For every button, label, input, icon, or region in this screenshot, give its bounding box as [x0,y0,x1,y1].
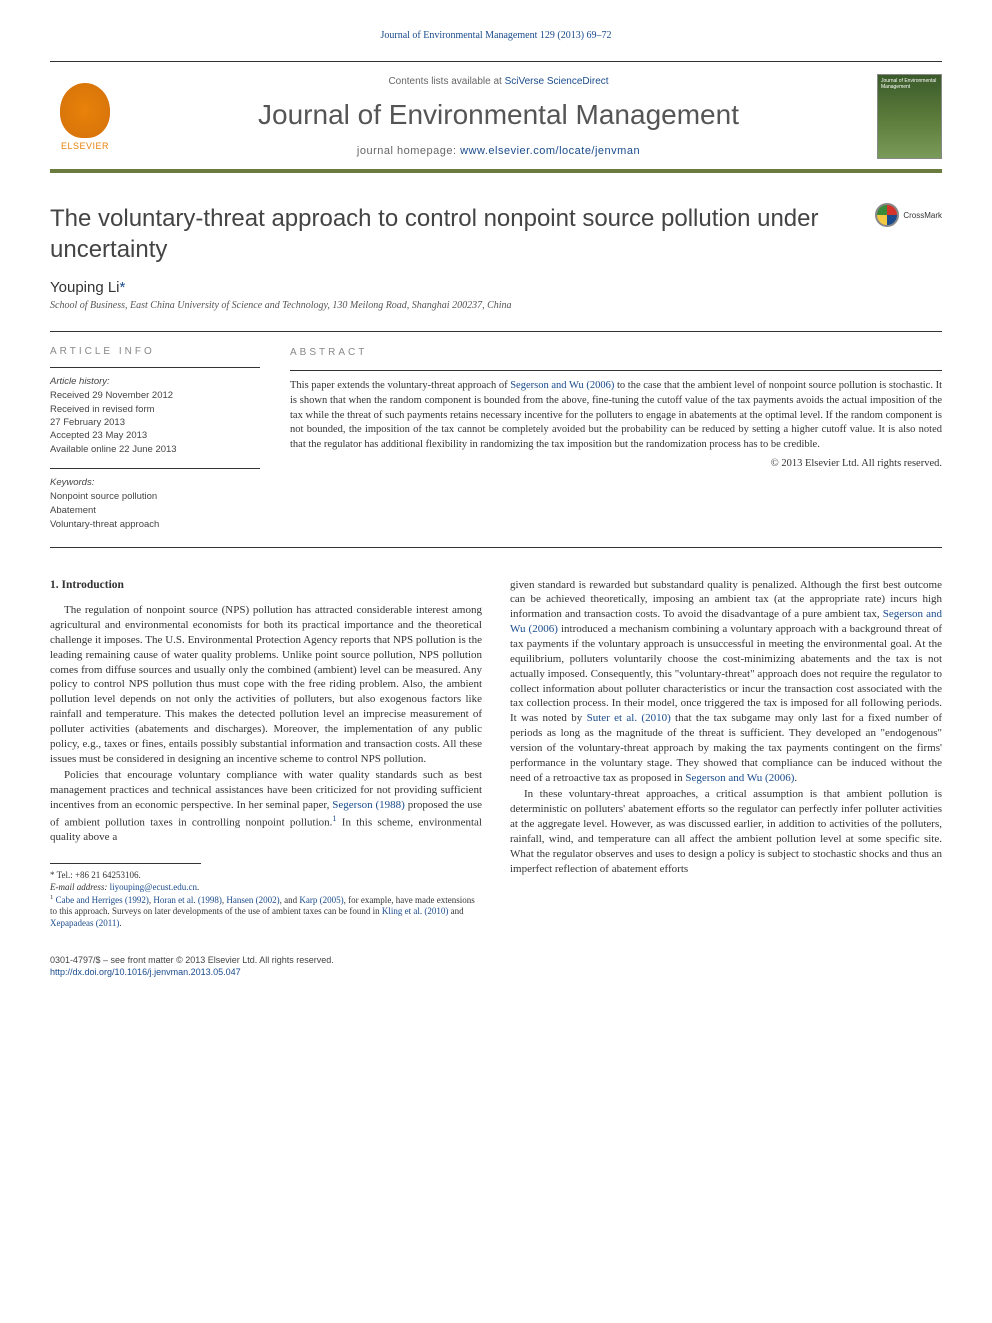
masthead-inner: ELSEVIER Contents lists available at Sci… [50,74,942,159]
article-info: ARTICLE INFO Article history: Received 2… [50,346,260,532]
text-run: , and [280,895,300,905]
crossmark-label: CrossMark [903,211,942,220]
column-left: 1. Introduction The regulation of nonpoi… [50,578,482,930]
masthead-center: Contents lists available at SciVerse Sci… [140,76,857,157]
history-line: Accepted 23 May 2013 [50,429,260,442]
author-name: Youping Li [50,279,120,296]
text-run: . [794,772,797,784]
email-link[interactable]: liyouping@ecust.edu.cn [110,882,197,892]
footnote-rule [50,863,201,864]
issn-line: 0301-4797/$ – see front matter © 2013 El… [50,954,942,967]
history-block: Article history: Received 29 November 20… [50,367,260,455]
text-run: and [448,906,463,916]
doi-link[interactable]: http://dx.doi.org/10.1016/j.jenvman.2013… [50,966,942,979]
paragraph: given standard is rewarded but substanda… [510,578,942,786]
column-right: given standard is rewarded but substanda… [510,578,942,930]
journal-cover-thumbnail[interactable]: Journal of Environmental Management [877,74,942,159]
history-line: Available online 22 June 2013 [50,443,260,456]
running-header: Journal of Environmental Management 129 … [50,30,942,41]
paragraph: Policies that encourage voluntary compli… [50,768,482,845]
citation-link[interactable]: Suter et al. (2010) [587,712,671,724]
keyword: Voluntary-threat approach [50,518,260,532]
citation-link[interactable]: Segerson (1988) [332,799,405,811]
citation-link[interactable]: Segerson and Wu (2006) [510,380,614,391]
abstract-label: ABSTRACT [290,346,942,360]
footnote-email: E-mail address: liyouping@ecust.edu.cn. [50,882,482,894]
citation-link[interactable]: Cabe and Herriges (1992) [56,895,149,905]
contents-prefix: Contents lists available at [388,76,504,87]
keywords-block: Keywords: Nonpoint source pollution Abat… [50,468,260,533]
text-run: introduced a mechanism combining a volun… [510,623,942,724]
email-suffix: . [197,882,199,892]
sciencedirect-link[interactable]: SciVerse ScienceDirect [505,76,609,87]
footnote-1: 1 Cabe and Herriges (1992), Horan et al.… [50,894,482,930]
footnote-corr: * Tel.: +86 21 64253106. [50,870,482,882]
citation-link[interactable]: Horan et al. (1998) [153,895,221,905]
history-label: Article history: [50,376,260,387]
keyword: Nonpoint source pollution [50,490,260,504]
paragraph: In these voluntary-threat approaches, a … [510,787,942,876]
citation-link[interactable]: Segerson and Wu (2006) [685,772,794,784]
history-line: Received 29 November 2012 [50,389,260,402]
article-info-label: ARTICLE INFO [50,346,260,357]
homepage-line: journal homepage: www.elsevier.com/locat… [140,145,857,157]
crossmark-icon [875,203,899,227]
crossmark-badge[interactable]: CrossMark [875,203,942,227]
elsevier-text: ELSEVIER [61,141,109,151]
email-label: E-mail address: [50,882,110,892]
citation-link[interactable]: Kling et al. (2010) [382,906,449,916]
section-heading: 1. Introduction [50,578,482,594]
history-line: 27 February 2013 [50,416,260,429]
text-run: given standard is rewarded but substanda… [510,579,942,621]
paragraph: The regulation of nonpoint source (NPS) … [50,603,482,766]
top-rule [50,61,942,62]
homepage-prefix: journal homepage: [357,145,460,157]
homepage-link[interactable]: www.elsevier.com/locate/jenvman [460,145,640,157]
body-columns: 1. Introduction The regulation of nonpoi… [50,578,942,930]
citation-link[interactable]: Karp (2005) [299,895,343,905]
cover-title-text: Journal of Environmental Management [881,78,936,90]
contents-line: Contents lists available at SciVerse Sci… [140,76,857,87]
author-line: Youping Li* [50,279,942,296]
affiliation: School of Business, East China Universit… [50,300,942,311]
masthead: ELSEVIER Contents lists available at Sci… [50,74,942,173]
keywords-label: Keywords: [50,477,260,488]
elsevier-logo[interactable]: ELSEVIER [50,77,120,157]
abstract-text: This paper extends the voluntary-threat … [290,370,942,471]
journal-name: Journal of Environmental Management [140,99,857,131]
author-corr-marker[interactable]: * [120,279,126,296]
article-title: The voluntary-threat approach to control… [50,203,942,265]
text-run: . [119,918,121,928]
elsevier-tree-icon [60,83,110,138]
abstract-part: This paper extends the voluntary-threat … [290,380,510,391]
keyword: Abatement [50,504,260,518]
abstract-copyright: © 2013 Elsevier Ltd. All rights reserved… [290,457,942,472]
abstract: ABSTRACT This paper extends the voluntar… [290,346,942,532]
info-abstract-row: ARTICLE INFO Article history: Received 2… [50,331,942,547]
title-block: The voluntary-threat approach to control… [50,203,942,265]
citation-link[interactable]: Hansen (2002) [226,895,279,905]
citation-link[interactable]: Xepapadeas (2011) [50,918,119,928]
footer: 0301-4797/$ – see front matter © 2013 El… [50,954,942,979]
history-line: Received in revised form [50,403,260,416]
